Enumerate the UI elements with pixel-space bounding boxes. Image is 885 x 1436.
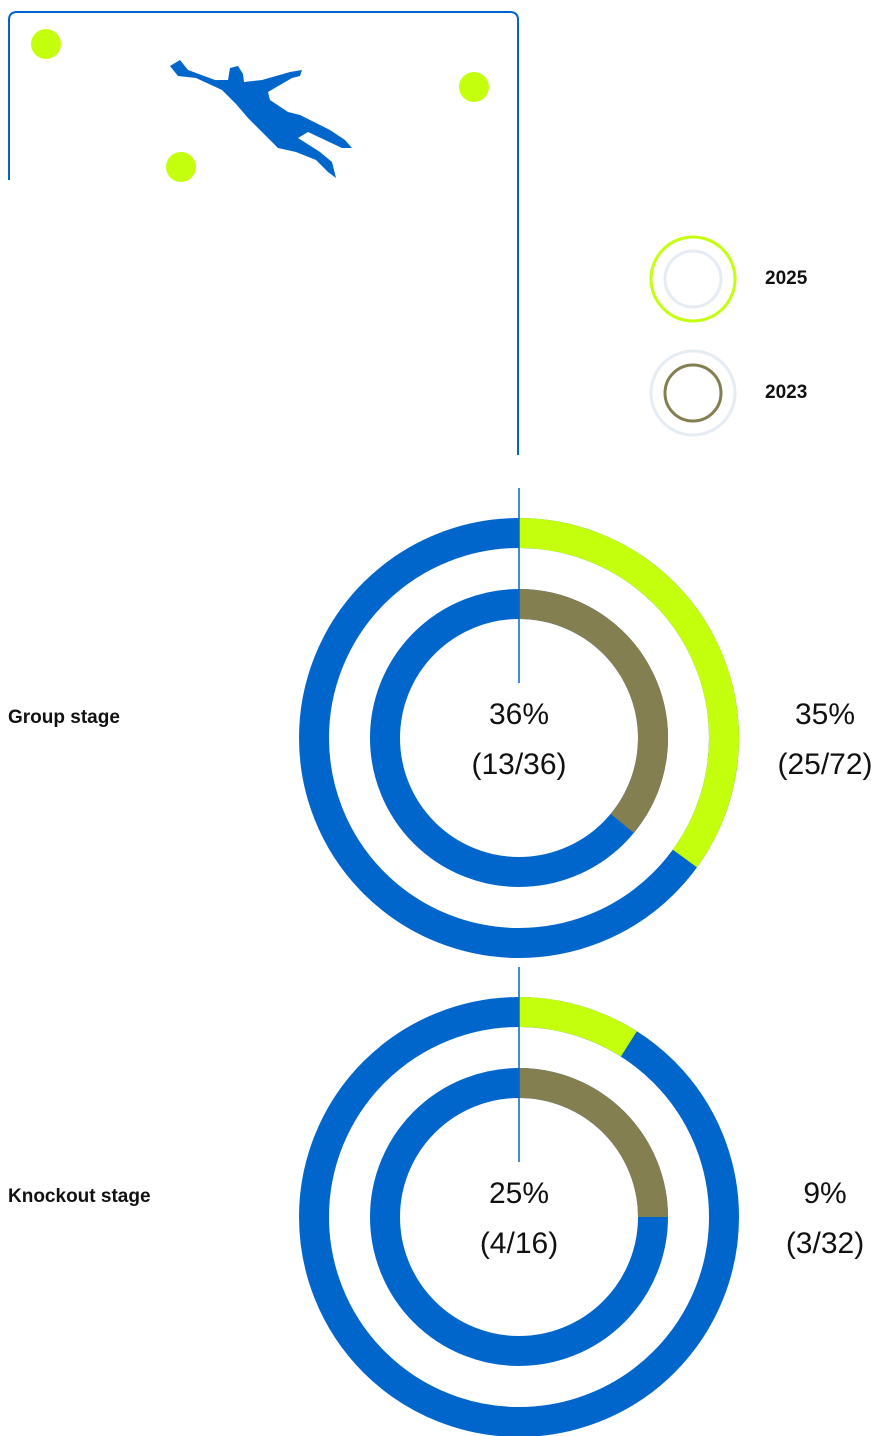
outer-fraction: (3/32): [786, 1227, 864, 1260]
goalkeeper-silhouette: [170, 60, 352, 178]
dot: [31, 29, 61, 59]
legend-swatch-inner: [665, 365, 721, 421]
outer-fraction: (25/72): [777, 748, 872, 781]
stage-label: Group stage: [8, 707, 120, 728]
legend-swatch-inner: [665, 251, 721, 307]
frame: [9, 12, 518, 455]
inner-fraction: (13/36): [471, 748, 566, 781]
inner-fraction: (4/16): [480, 1227, 558, 1260]
dot: [459, 72, 489, 102]
legend-label: 2025: [765, 268, 808, 289]
stage-label: Knockout stage: [8, 1186, 151, 1207]
outer-value: 9%: [803, 1177, 846, 1210]
infographic: 2025 2023 Group stage 36% (13/36) 35% (25/72…: [0, 0, 885, 1436]
inner-value: 25%: [489, 1177, 549, 1210]
legend-label: 2023: [765, 382, 807, 403]
outer-value: 35%: [795, 698, 855, 731]
ring-segment: [519, 1012, 629, 1044]
dot: [166, 152, 196, 182]
legend: 2025 2023: [651, 237, 808, 435]
inner-value: 36%: [489, 698, 549, 731]
header-art: [9, 12, 518, 455]
